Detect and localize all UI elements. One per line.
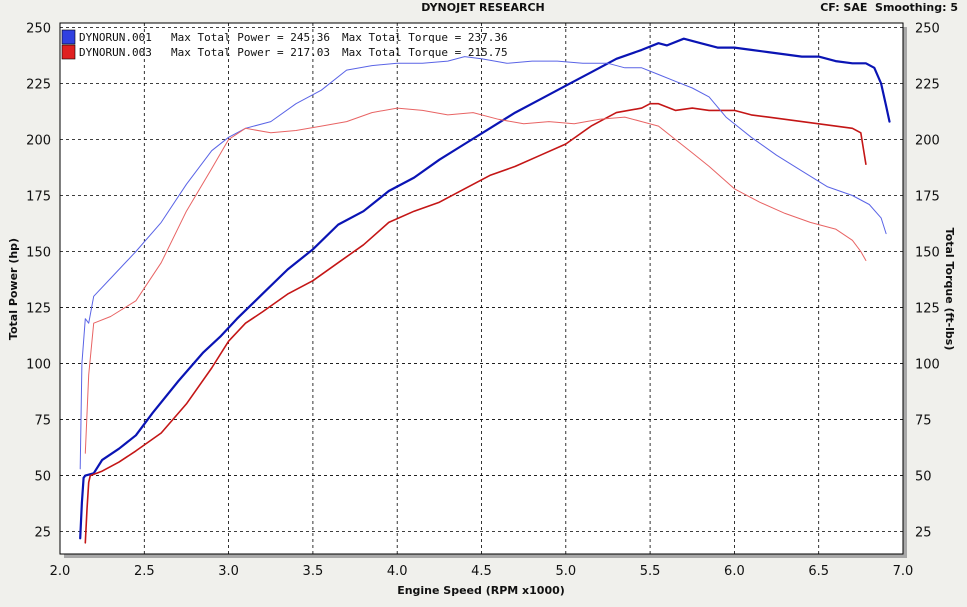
x-axis-label: Engine Speed (RPM x1000) <box>397 584 565 597</box>
legend: DYNORUN.001 Max Total Power = 245.36 Max… <box>61 29 508 60</box>
y-tick-label-left: 125 <box>26 302 51 317</box>
y-tick-label-left: 100 <box>26 358 51 373</box>
series-line-2 <box>84 102 867 544</box>
x-tick-label: 4.5 <box>471 564 492 579</box>
y-tick-label-right: 175 <box>915 190 940 205</box>
y-axis-label-right: Total Torque (ft-lbs) <box>943 228 956 351</box>
series-lines <box>79 37 891 544</box>
x-tick-label: 5.5 <box>640 564 661 579</box>
y-tick-label-right: 100 <box>915 358 940 373</box>
x-tick-label: 2.5 <box>134 564 155 579</box>
y-tick-label-left: 25 <box>34 526 51 541</box>
legend-run1-power: Max Total Power = 245.36 <box>171 31 330 44</box>
series-line-1 <box>79 37 891 540</box>
tick-labels: 2.0 2.5 3.0 3.5 4.0 4.5 5.0 5.5 6.0 6.5 7.0 25 25 50 5… <box>26 21 940 579</box>
x-tick-label: 3.0 <box>218 564 239 579</box>
y-tick-label-right: 75 <box>915 414 932 429</box>
y-tick-label-right: 25 <box>915 526 932 541</box>
legend-run1-torque: Max Total Torque = 237.36 <box>342 31 508 44</box>
x-tick-label: 6.0 <box>724 564 745 579</box>
y-tick-label-left: 200 <box>26 134 51 149</box>
y-tick-label-right: 125 <box>915 302 940 317</box>
x-tick-label: 3.5 <box>303 564 324 579</box>
legend-run2-name: DYNORUN.003 <box>79 46 152 59</box>
series-line-4 <box>84 107 867 454</box>
grid <box>60 23 903 554</box>
y-tick-label-right: 250 <box>915 21 940 36</box>
x-tick-label: 2.0 <box>50 564 71 579</box>
x-tick-label: 6.5 <box>808 564 829 579</box>
y-tick-label-left: 225 <box>26 77 51 92</box>
x-tick-label: 4.0 <box>387 564 408 579</box>
y-tick-label-right: 225 <box>915 77 940 92</box>
x-tick-label: 7.0 <box>893 564 914 579</box>
legend-run1-name: DYNORUN.001 <box>79 31 152 44</box>
legend-swatch-run1 <box>61 29 76 45</box>
y-tick-label-right: 50 <box>915 470 932 485</box>
y-tick-label-left: 175 <box>26 190 51 205</box>
legend-run2-power: Max Total Power = 217.03 <box>171 46 330 59</box>
x-tick-label: 5.0 <box>555 564 576 579</box>
y-axis-label-left: Total Power (hp) <box>7 238 20 340</box>
series-line-3 <box>79 56 887 470</box>
y-tick-label-left: 75 <box>34 414 51 429</box>
y-tick-label-right: 200 <box>915 134 940 149</box>
legend-swatch-run2 <box>61 44 76 60</box>
correction-factor-info: CF: SAE Smoothing: 5 <box>820 1 958 14</box>
y-tick-label-right: 150 <box>915 246 940 261</box>
y-tick-label-left: 150 <box>26 246 51 261</box>
legend-run2-torque: Max Total Torque = 215.75 <box>342 46 508 59</box>
y-tick-label-left: 50 <box>34 470 51 485</box>
chart-title: DYNOJET RESEARCH <box>421 1 544 14</box>
y-tick-label-left: 250 <box>26 21 51 36</box>
